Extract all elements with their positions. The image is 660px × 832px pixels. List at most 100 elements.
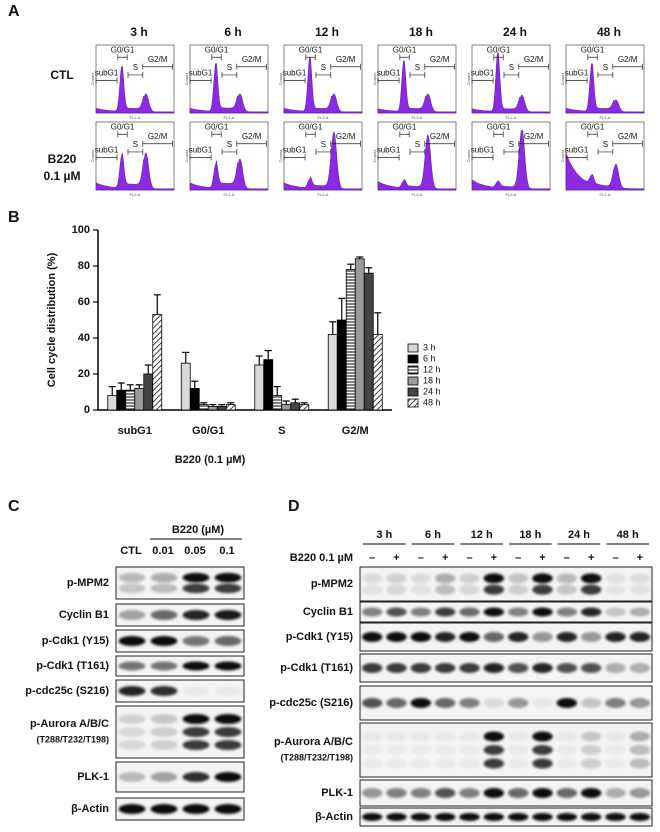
- x-axis-label: FL2-A: [130, 192, 141, 197]
- histogram: [565, 62, 645, 114]
- blot-band: [507, 812, 529, 822]
- gate-bracket: [236, 63, 267, 70]
- legend-label: 48 h: [423, 397, 441, 407]
- y-axis-label: Counts: [466, 150, 471, 163]
- bar: [327, 333, 338, 411]
- sign-label: +: [442, 552, 448, 564]
- blot-band: [150, 661, 178, 671]
- bar: [281, 404, 292, 411]
- blot-label: Cyclin B1: [59, 609, 109, 621]
- blot-frame: [359, 807, 653, 827]
- gate-label: G0/G1: [299, 122, 323, 131]
- blot-band: [532, 788, 553, 798]
- blot-frame: [115, 566, 245, 600]
- legend-label: 3 h: [423, 342, 436, 352]
- timepoint-header: 6 h: [425, 529, 441, 541]
- blot-band: [605, 788, 626, 798]
- blot-label: p-Aurora A/B/C: [30, 718, 109, 730]
- histogram: [377, 134, 457, 191]
- blot-band: [580, 584, 602, 595]
- blot-band: [150, 610, 178, 620]
- blot-band: [214, 583, 242, 594]
- histogram: [471, 52, 551, 114]
- timepoint-header: 48 h: [597, 25, 621, 39]
- timepoint-header: 18 h: [409, 25, 433, 39]
- lane-label: CTL: [120, 545, 142, 557]
- bar: [107, 395, 118, 411]
- blot-band: [386, 573, 407, 584]
- blot-band: [605, 745, 626, 755]
- blot-band: [410, 632, 432, 642]
- gate-bracket: [612, 63, 643, 70]
- blot-band: [629, 812, 651, 822]
- gate-bracket: [597, 148, 614, 155]
- blot-band: [361, 607, 383, 617]
- blot-band: [556, 731, 578, 742]
- gate-label: subG1: [283, 68, 307, 77]
- blot-band: [580, 607, 602, 617]
- blot-band: [150, 636, 178, 646]
- blot-band: [150, 804, 178, 814]
- blot-band: [118, 636, 146, 646]
- blot-band: [118, 583, 146, 594]
- gate-label: S: [133, 140, 138, 149]
- gate-label: G2/M: [618, 55, 638, 64]
- histogram: [283, 131, 363, 191]
- blot-band: [459, 573, 480, 584]
- blot-frame: [359, 779, 653, 807]
- gate-bracket: [117, 131, 128, 138]
- gate-label: G2/M: [242, 55, 262, 64]
- blot-band: [410, 607, 432, 617]
- blot-band: [214, 740, 242, 750]
- blot-band: [532, 632, 553, 642]
- blot-band: [483, 812, 505, 822]
- blot-frame: [359, 653, 653, 683]
- blot-band: [410, 584, 432, 595]
- legend-swatch: [407, 398, 419, 408]
- histogram: [95, 152, 175, 191]
- blot-band: [459, 698, 480, 708]
- sign-label: +: [637, 552, 643, 564]
- blot-frame: [359, 722, 653, 778]
- blot-band: [182, 714, 210, 724]
- gate-label: subG1: [189, 68, 213, 77]
- blot-band: [434, 731, 456, 742]
- gate-bracket: [503, 148, 520, 155]
- blot-band: [629, 573, 651, 584]
- blot-band: [386, 663, 407, 673]
- gate-label: G2/M: [336, 55, 356, 64]
- blot-band: [507, 731, 529, 742]
- treatment-label: B220 0.1 µM: [290, 552, 353, 564]
- gate-label: subG1: [471, 145, 495, 154]
- gate-label: G0/G1: [299, 45, 323, 54]
- blot-label: β-Actin: [315, 811, 353, 823]
- bar: [345, 269, 356, 411]
- blot-band: [580, 573, 602, 584]
- blot-band: [182, 686, 210, 696]
- histogram: [95, 66, 175, 114]
- blot-band: [386, 812, 407, 822]
- blot-band: [434, 607, 456, 617]
- blot-band: [434, 745, 456, 755]
- blot-band: [118, 740, 146, 750]
- gate-bracket: [409, 148, 426, 155]
- blot-band: [483, 788, 505, 798]
- blot-band: [118, 661, 146, 671]
- y-tick-label: 100: [72, 224, 90, 236]
- gate-bracket: [330, 63, 361, 70]
- gate-bracket: [503, 71, 520, 78]
- blot-band: [556, 584, 578, 595]
- gate-bracket: [142, 140, 173, 147]
- sign-label: –: [564, 552, 570, 564]
- blot-band: [182, 583, 210, 594]
- gate-bracket: [424, 140, 455, 147]
- blot-band: [605, 607, 626, 617]
- blot-sublabel: (T288/T232/T198): [36, 734, 109, 744]
- gate-bracket: [399, 131, 410, 138]
- legend-label: 12 h: [423, 364, 441, 374]
- gate-label: S: [415, 140, 420, 149]
- blot-band: [434, 663, 456, 673]
- blot-band: [629, 663, 651, 673]
- blot-band: [580, 731, 602, 742]
- legend-label: 24 h: [423, 386, 441, 396]
